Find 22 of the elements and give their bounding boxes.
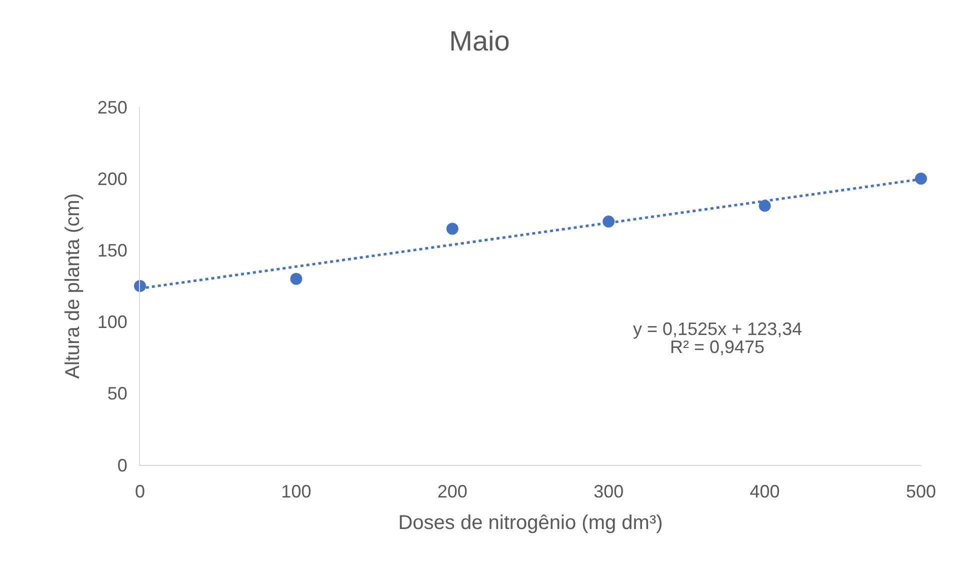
y-tick-label: 250 (97, 97, 128, 118)
y-tick-label: 200 (97, 168, 128, 189)
x-tick-label: 100 (281, 482, 312, 502)
point (446, 222, 458, 235)
x-tick-label: 400 (750, 482, 780, 502)
y-tick-label: 0 (117, 455, 128, 476)
x-tick-label: 300 (594, 482, 624, 502)
y-tick-label: 50 (107, 384, 128, 404)
x-tick-label: 0 (134, 482, 146, 502)
annotation: R² = 0,9475 (670, 337, 765, 357)
chart-title: Maio (449, 25, 510, 56)
y-tick-label: 150 (97, 240, 128, 260)
point (915, 172, 927, 185)
x-tick-label: 200 (437, 482, 468, 502)
x-tick-label: 500 (906, 482, 936, 502)
point (758, 200, 771, 212)
y-tick-label: 100 (97, 312, 128, 332)
point (602, 216, 615, 228)
point (290, 272, 302, 285)
y-axis-title: Altura de planta (cm) (62, 193, 84, 379)
annotation: y = 0,1525x + 123,34 (633, 319, 802, 339)
x-axis-title: Doses de nitrogênio (mg dm³) (398, 512, 663, 534)
